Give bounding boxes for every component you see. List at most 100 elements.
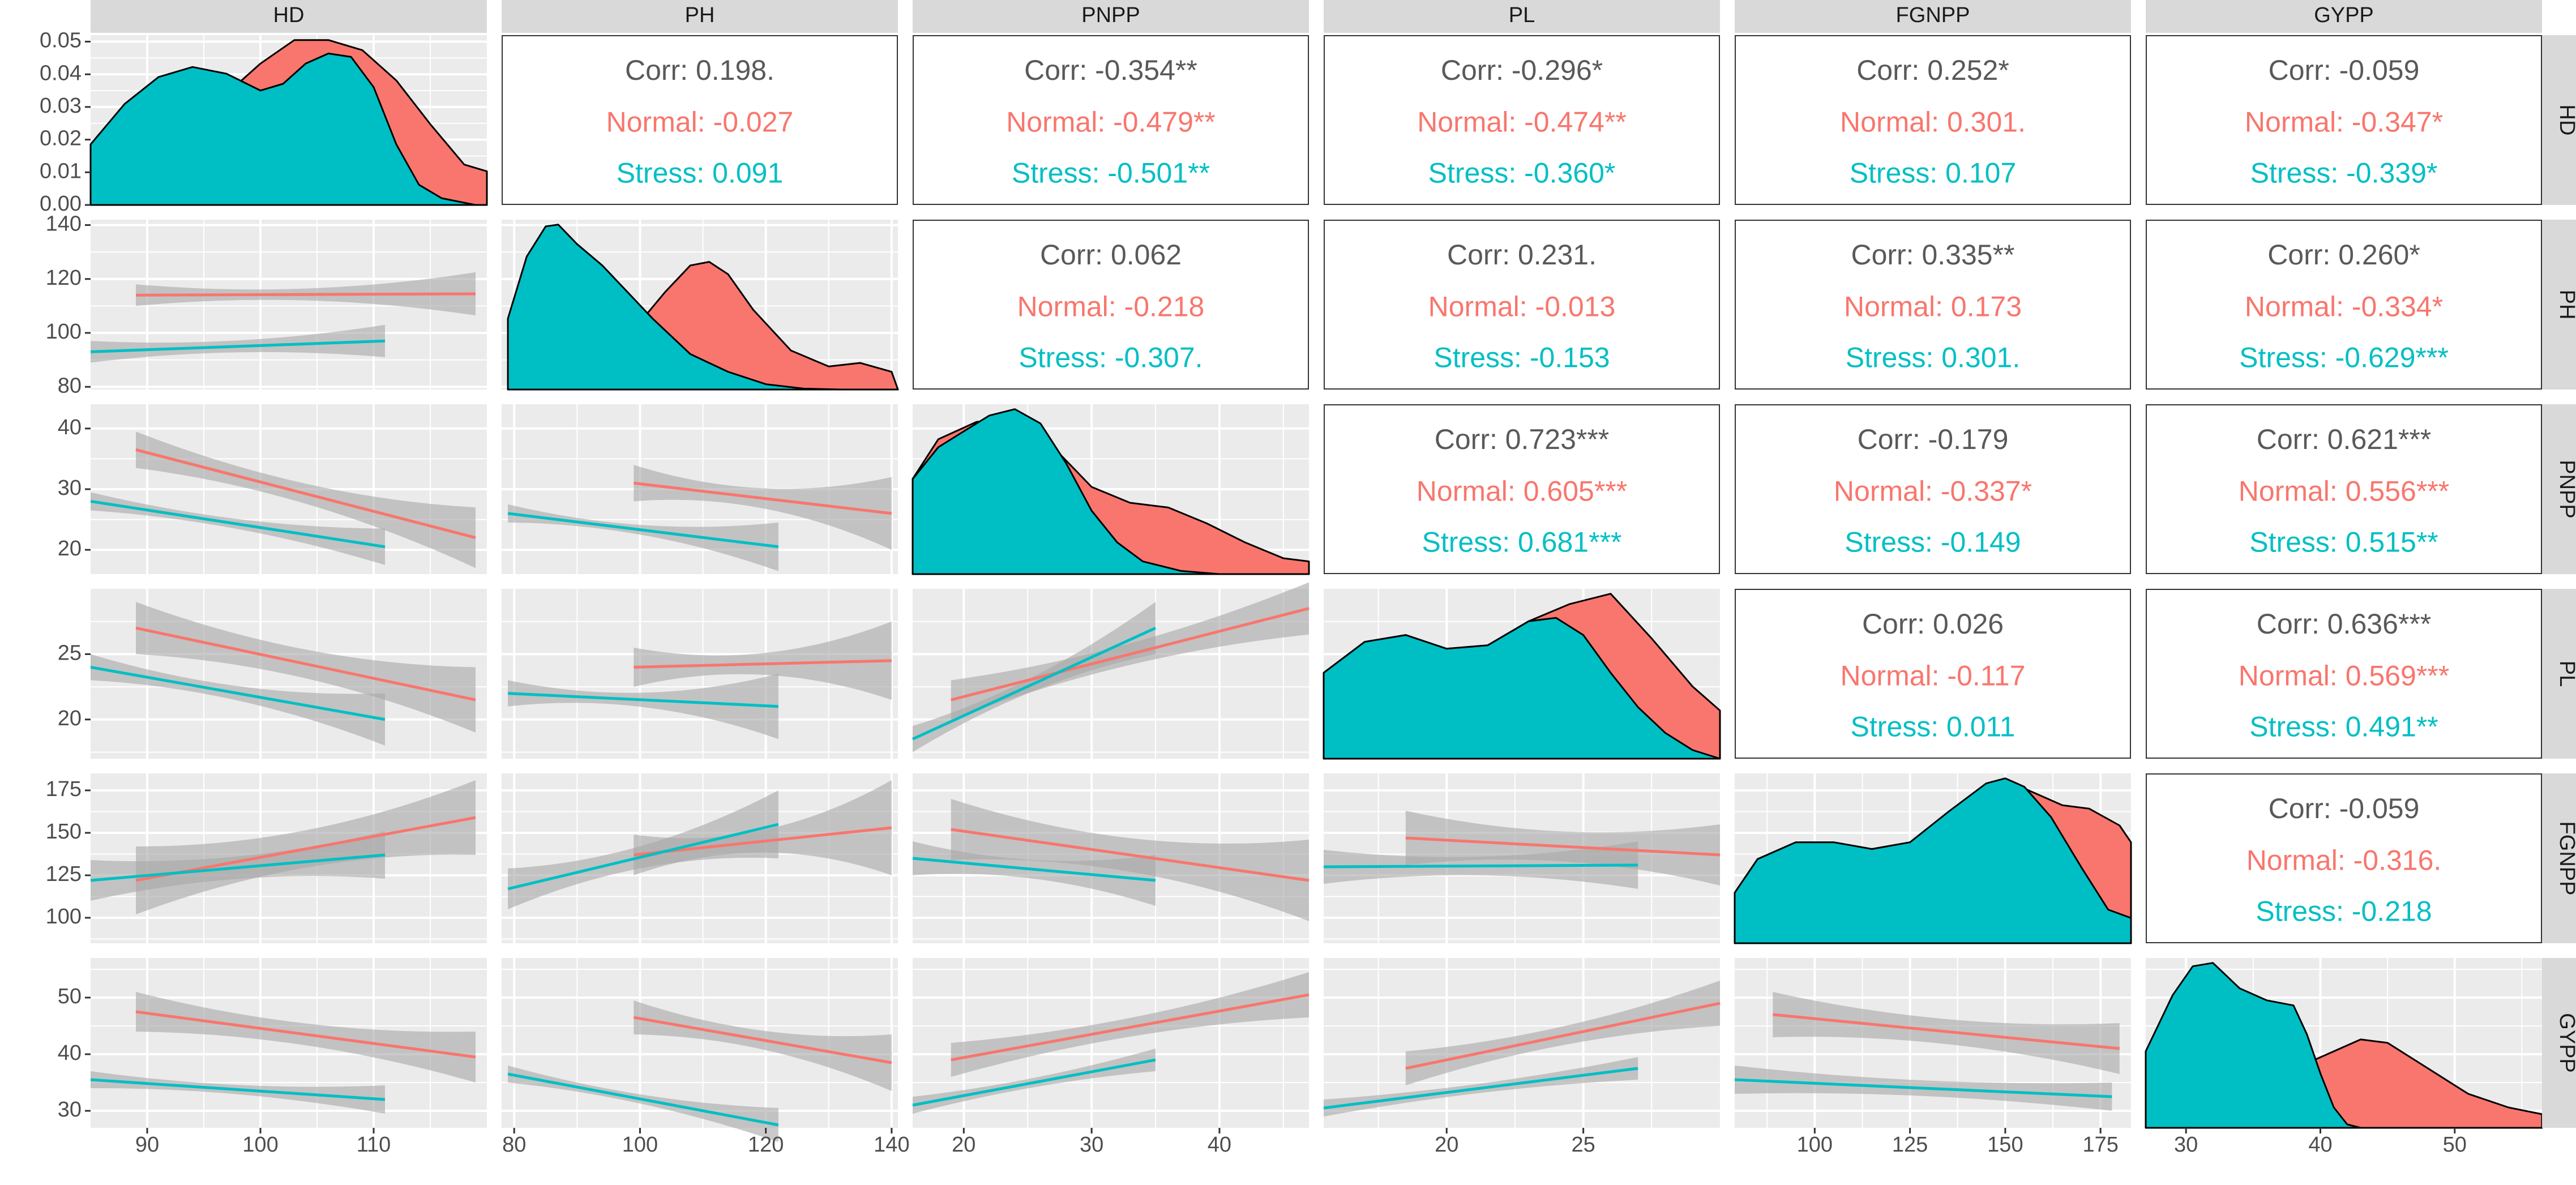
- strip-background: [502, 0, 898, 33]
- regression-line-stress: [1323, 1067, 1638, 1110]
- corr-panel-border: [2146, 220, 2542, 390]
- corr-label-stress: Stress: -0.360*: [1428, 157, 1616, 189]
- corr-label-corr: Corr: 0.260*: [2267, 239, 2420, 271]
- confidence-band-stress: [508, 790, 778, 909]
- y-tick-label: 120: [46, 266, 82, 290]
- column-strip-pnpp: PNPP: [913, 0, 1309, 33]
- column-strip-hd: HD: [91, 0, 487, 33]
- strip-background: [2542, 773, 2576, 943]
- row-strip-label: PH: [2555, 290, 2576, 320]
- scatter-panel-fgnpp-ph: [502, 773, 898, 943]
- x-tick-label: 100: [1797, 1133, 1833, 1157]
- corr-label-stress: Stress: 0.515**: [2249, 527, 2438, 558]
- y-tick-label: 40: [58, 416, 82, 439]
- strip-background: [2146, 0, 2542, 33]
- strip-background: [2542, 589, 2576, 759]
- regression-line-normal: [634, 826, 892, 857]
- density-panel-gypp: [2145, 958, 2543, 1129]
- regression-line-normal: [633, 1016, 892, 1064]
- corr-panel-ph-gypp: Corr: 0.260* Normal: -0.334* Stress: -0.62…: [2146, 220, 2542, 390]
- corr-panel-ph-pnpp: Corr: 0.062 Normal: -0.218 Stress: -0.307.: [913, 220, 1309, 390]
- corr-panel-hd-gypp: Corr: -0.059 Normal: -0.347* Stress: -0.33…: [2146, 35, 2542, 205]
- x-tick-label: 30: [2174, 1133, 2198, 1157]
- row-strip-label: GYPP: [2555, 1013, 2576, 1073]
- regression-line-stress: [507, 512, 779, 549]
- corr-label-stress: Stress: -0.307.: [1019, 342, 1203, 374]
- regression-line-normal: [634, 659, 892, 669]
- regression-line-stress: [912, 626, 1157, 741]
- confidence-band-stress: [91, 1071, 385, 1114]
- y-tick-label: 0.04: [40, 61, 82, 85]
- scatter-panel-pl-ph: [502, 589, 898, 759]
- confidence-band-normal: [136, 431, 476, 568]
- scatter-panel-pl-pnpp: [912, 582, 1310, 759]
- corr-label-corr: Corr: -0.296*: [1441, 54, 1603, 86]
- corr-label-corr: Corr: 0.231.: [1447, 239, 1597, 271]
- corr-panel-hd-pnpp: Corr: -0.354** Normal: -0.479** Stress: -0…: [913, 35, 1309, 205]
- density-panel-hd: [89, 35, 488, 206]
- scatter-panel-fgnpp-hd: [90, 773, 487, 943]
- confidence-band-stress: [91, 654, 385, 746]
- confidence-band-normal: [634, 1000, 892, 1091]
- confidence-band-stress: [913, 602, 1156, 752]
- corr-panel-border: [2146, 773, 2542, 943]
- column-strip-label: PNPP: [1081, 3, 1140, 27]
- corr-panel-pl-fgnpp: Corr: 0.026 Normal: -0.117 Stress: 0.011: [1735, 589, 2131, 759]
- corr-panel-border: [1735, 589, 2131, 759]
- regression-line-stress: [1734, 1078, 2112, 1098]
- corr-label-normal: Normal: 0.173: [1844, 291, 2022, 323]
- corr-label-corr: Corr: -0.179: [1858, 423, 2009, 455]
- column-strip-fgnpp: FGNPP: [1735, 0, 2131, 33]
- column-strip-label: HD: [273, 3, 305, 27]
- corr-panel-hd-fgnpp: Corr: 0.252* Normal: 0.301. Stress: 0.107: [1735, 35, 2131, 205]
- confidence-band-normal: [1405, 981, 1720, 1085]
- corr-label-normal: Normal: -0.027: [606, 106, 794, 138]
- corr-label-corr: Corr: 0.062: [1040, 239, 1182, 271]
- density-area-stress: [507, 224, 899, 391]
- corr-label-corr: Corr: 0.335**: [1851, 239, 2014, 271]
- corr-label-stress: Stress: -0.339*: [2250, 157, 2438, 189]
- strip-background: [1735, 0, 2131, 33]
- corr-panel-border: [1324, 404, 1720, 574]
- regression-line-stress: [90, 853, 386, 882]
- corr-label-corr: Corr: 0.198.: [625, 54, 774, 86]
- confidence-band-normal: [136, 992, 476, 1083]
- corr-panel-hd-pl: Corr: -0.296* Normal: -0.474** Stress: -0.…: [1324, 35, 1720, 205]
- corr-label-normal: Normal: 0.556***: [2239, 476, 2449, 507]
- corr-label-stress: Stress: 0.011: [1851, 711, 2016, 743]
- y-tick-label: 150: [46, 820, 82, 844]
- corr-label-stress: Stress: 0.107: [1850, 157, 2017, 189]
- regression-line-normal: [1405, 836, 1721, 857]
- confidence-band-normal: [634, 621, 892, 700]
- density-area-stress: [89, 53, 477, 206]
- x-tick-label: 110: [357, 1133, 391, 1157]
- regression-line-normal: [951, 828, 1310, 882]
- scatter-panel-gypp-hd: [90, 958, 487, 1128]
- strip-background: [2542, 35, 2576, 205]
- scatter-panel-gypp-pl: [1323, 958, 1721, 1128]
- corr-panel-fgnpp-gypp: Corr: -0.059 Normal: -0.316. Stress: -0.21…: [2146, 773, 2542, 943]
- corr-label-stress: Stress: -0.629***: [2239, 342, 2449, 374]
- corr-panel-ph-pl: Corr: 0.231. Normal: -0.013 Stress: -0.153: [1324, 220, 1720, 390]
- regression-line-stress: [912, 1058, 1156, 1107]
- regression-line-normal: [135, 626, 476, 701]
- x-tick-label: 90: [135, 1133, 159, 1157]
- row-strip-label: PNPP: [2555, 460, 2576, 518]
- corr-panel-border: [2146, 589, 2542, 759]
- y-tick-label: 100: [46, 905, 82, 929]
- y-tick-label: 25: [58, 641, 82, 665]
- scatter-panel-fgnpp-pl: [1323, 773, 1721, 943]
- corr-panel-border: [913, 35, 1309, 205]
- corr-label-normal: Normal: 0.569***: [2239, 660, 2449, 692]
- y-tick-label: 0.03: [40, 94, 82, 118]
- corr-panel-ph-fgnpp: Corr: 0.335** Normal: 0.173 Stress: 0.301.: [1735, 220, 2131, 390]
- scatter-panel-ph-hd: [90, 220, 487, 390]
- row-strip-label: PL: [2555, 661, 2576, 687]
- x-tick-label: 50: [2443, 1133, 2467, 1157]
- corr-label-corr: Corr: 0.252*: [1856, 54, 2009, 86]
- column-strip-label: FGNPP: [1896, 3, 1970, 27]
- scatter-panel-fgnpp-pnpp: [912, 773, 1310, 943]
- confidence-band-normal: [951, 972, 1309, 1077]
- x-tick-label: 40: [1208, 1133, 1231, 1157]
- regression-line-normal: [135, 816, 476, 882]
